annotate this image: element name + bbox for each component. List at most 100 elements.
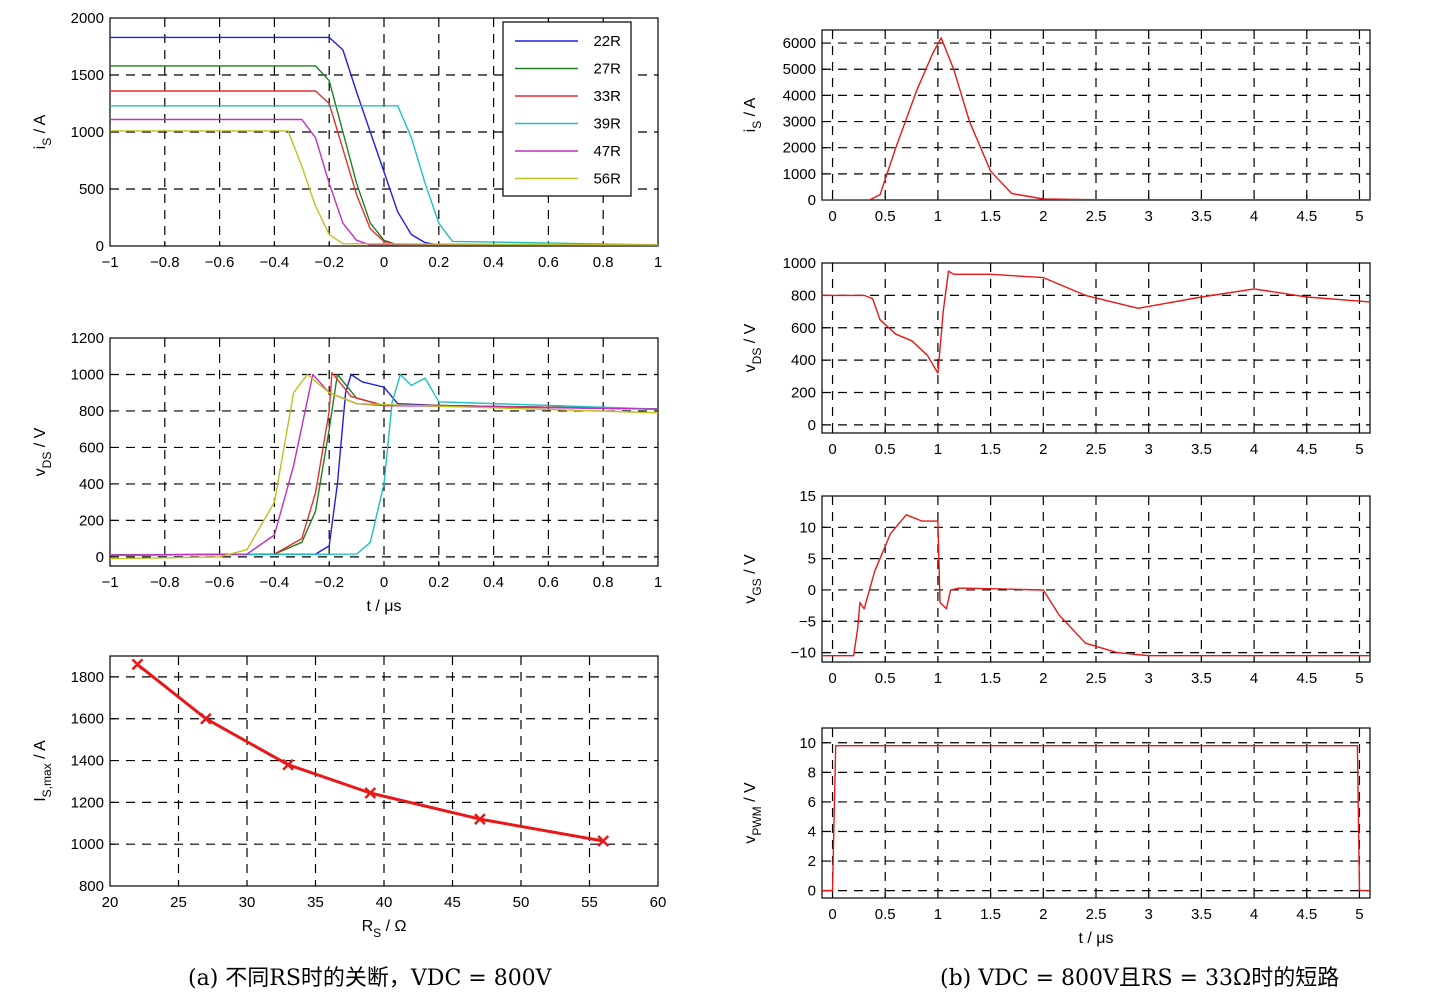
x-tick-label: 0.8: [593, 574, 614, 591]
y-tick-label: 200: [791, 385, 816, 402]
legend-entry-27R: 27R: [593, 61, 621, 78]
x-tick-label: 50: [513, 894, 530, 911]
y-tick-label: 0: [808, 192, 816, 209]
x-tick-label: 4.5: [1296, 441, 1317, 458]
x-tick-label: 4.5: [1296, 208, 1317, 225]
x-tick-label: 1: [934, 208, 942, 225]
x-tick-label: 2: [1039, 208, 1047, 225]
y-tick-label: 5000: [783, 61, 816, 78]
y-tick-label: −5: [799, 613, 816, 630]
series-line-vPWM: [822, 745, 1370, 892]
series-line-vGS: [822, 514, 1370, 657]
x-tick-label: 0.4: [483, 254, 504, 271]
data-point-marker: [131, 658, 144, 671]
x-tick-label: 1: [654, 574, 662, 591]
series-line-vDS: [822, 270, 1370, 374]
x-tick-label: 30: [239, 894, 256, 911]
x-tick-label: 4.5: [1296, 670, 1317, 687]
y-tick-label: 1200: [71, 794, 104, 811]
x-tick-label: 2.5: [1086, 208, 1107, 225]
series-line-22R: [110, 373, 658, 556]
legend-entry-47R: 47R: [593, 143, 621, 160]
y-tick-label: 800: [79, 878, 104, 895]
x-tick-label: 1: [934, 441, 942, 458]
y-tick-label: 400: [791, 352, 816, 369]
series-line-39R: [110, 373, 658, 556]
y-tick-label: −10: [791, 645, 816, 662]
x-tick-label: 3: [1145, 208, 1153, 225]
x-tick-label: 2: [1039, 906, 1047, 923]
chart-vds_short: 0 0.5 1 1.5 2 2.5 3 3.5 4 4.5 5 0 200 400 600 800 1000 vD…: [742, 255, 1371, 458]
x-tick-label: 1.5: [980, 906, 1001, 923]
x-tick-label: 0.4: [483, 574, 504, 591]
x-tick-label: 20: [102, 894, 119, 911]
y-tick-label: 6000: [783, 35, 816, 52]
y-tick-label: 1000: [71, 366, 104, 383]
x-tick-label: 3.5: [1191, 441, 1212, 458]
y-axis-label: vDS / V: [742, 323, 764, 372]
y-tick-label: 1200: [71, 330, 104, 347]
y-tick-label: 1500: [71, 67, 104, 84]
x-tick-label: 4: [1250, 670, 1258, 687]
y-tick-label: 0: [808, 417, 816, 434]
x-tick-label: 3: [1145, 670, 1153, 687]
legend-entry-22R: 22R: [593, 33, 621, 50]
x-tick-label: 0.6: [538, 254, 559, 271]
x-tick-label: 1: [934, 670, 942, 687]
y-tick-label: 1600: [71, 711, 104, 728]
x-axis-label: t / μs: [367, 598, 402, 615]
y-tick-label: 8: [808, 764, 816, 781]
chart-is_short: 0 0.5 1 1.5 2 2.5 3 3.5 4 4.5 5 0 1000 2000 3000 4000 50…: [742, 29, 1371, 225]
y-tick-label: 1000: [783, 166, 816, 183]
x-tick-label: 2.5: [1086, 670, 1107, 687]
y-tick-label: 1000: [71, 124, 104, 141]
y-tick-label: 800: [79, 403, 104, 420]
x-tick-label: 0: [828, 906, 836, 923]
caption-b: (b) VDC = 800V且RS = 33Ω时的短路: [940, 966, 1340, 991]
x-tick-label: 0.5: [875, 670, 896, 687]
x-tick-label: 0.8: [593, 254, 614, 271]
x-tick-label: 1: [654, 254, 662, 271]
x-tick-label: 0: [828, 670, 836, 687]
x-tick-label: 5: [1355, 670, 1363, 687]
y-tick-label: 2000: [783, 140, 816, 157]
y-tick-label: 4: [808, 823, 816, 840]
y-tick-label: 0: [96, 238, 104, 255]
y-tick-label: 15: [799, 488, 816, 505]
x-tick-label: 0.2: [428, 574, 449, 591]
y-tick-label: 6: [808, 794, 816, 811]
x-tick-label: 40: [376, 894, 393, 911]
x-tick-label: 35: [307, 894, 324, 911]
x-tick-label: −0.4: [260, 574, 290, 591]
y-tick-label: 1400: [71, 753, 104, 770]
y-axis-label: vGS / V: [742, 554, 764, 604]
y-tick-label: 2: [808, 853, 816, 870]
y-tick-label: 1000: [71, 836, 104, 853]
x-tick-label: −1: [101, 574, 118, 591]
x-tick-label: 0.6: [538, 574, 559, 591]
legend-box: [502, 21, 632, 197]
y-tick-label: 600: [79, 439, 104, 456]
y-tick-label: 1000: [783, 255, 816, 272]
x-tick-label: 2.5: [1086, 441, 1107, 458]
x-tick-label: 0: [380, 254, 388, 271]
x-tick-label: 25: [170, 894, 187, 911]
data-point-marker: [364, 787, 377, 799]
x-axis-label: RS / Ω: [362, 918, 407, 940]
x-tick-label: −0.8: [150, 574, 180, 591]
x-tick-label: 0: [380, 574, 388, 591]
legend-entry-39R: 39R: [593, 116, 621, 133]
x-tick-label: 0.2: [428, 254, 449, 271]
x-tick-label: −0.2: [314, 254, 344, 271]
y-tick-label: 4000: [783, 87, 816, 104]
x-tick-label: −0.4: [260, 254, 290, 271]
x-tick-label: −0.8: [150, 254, 180, 271]
x-tick-label: −0.2: [314, 574, 344, 591]
x-tick-label: 45: [444, 894, 461, 911]
y-tick-label: 1800: [71, 669, 104, 686]
chart-is_max_vs_rs: 20 25 30 35 40 45 50 55 60 800 1000 1200 1400 1600 180…: [32, 655, 666, 940]
legend: 22R 27R 33R 39R 47R 56R: [502, 21, 632, 197]
x-tick-label: 0: [828, 208, 836, 225]
legend-entry-56R: 56R: [593, 171, 621, 188]
